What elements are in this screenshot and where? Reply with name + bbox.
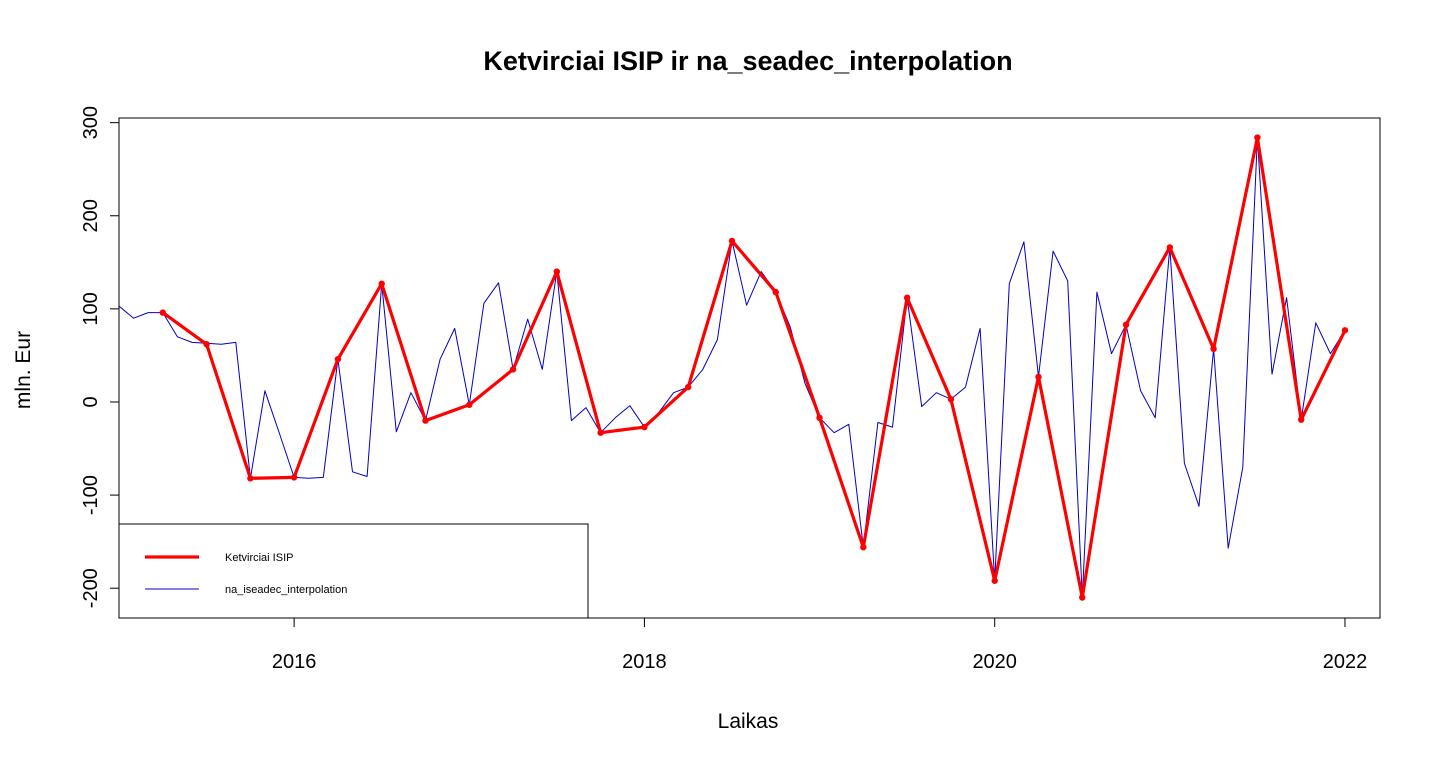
data-point (1035, 373, 1042, 381)
data-point (203, 341, 210, 348)
data-point (334, 355, 342, 363)
legend-box (118, 523, 589, 619)
data-point (466, 401, 473, 408)
y-tick-label: -200 (80, 568, 102, 608)
x-tick-label: 2016 (272, 651, 317, 673)
data-point (903, 294, 911, 301)
data-point (378, 280, 385, 287)
data-point (290, 474, 298, 481)
data-point (772, 288, 779, 296)
legend-label-0: Ketvirciai ISIP (225, 552, 293, 564)
chart-title: Ketvirciai ISIP ir na_seadec_interpolati… (483, 46, 1012, 76)
data-point (247, 475, 254, 482)
data-point (1297, 416, 1305, 423)
x-axis-label: Laikas (718, 710, 779, 733)
plot-area (118, 134, 1349, 601)
y-tick-label: 200 (80, 199, 102, 232)
data-point (816, 414, 823, 422)
data-point (1166, 244, 1174, 251)
data-point (728, 237, 736, 245)
y-tick-label: 100 (80, 292, 102, 325)
data-point (597, 429, 604, 436)
x-tick-label: 2022 (1323, 651, 1368, 673)
data-point (685, 383, 692, 391)
data-point (422, 417, 429, 424)
y-tick-label: 0 (80, 396, 102, 407)
data-point (553, 268, 561, 275)
data-point (991, 577, 998, 584)
data-point (641, 423, 648, 431)
data-point (1341, 327, 1349, 334)
data-point (1210, 345, 1217, 353)
data-point (1122, 321, 1130, 328)
x-tick-label: 2018 (622, 651, 667, 673)
axes: 2016 2018 2020 2022 -200 -100 0 100 200 300 (80, 106, 1381, 673)
legend: Ketvirciai ISIP na_iseadec_interpolation (118, 523, 589, 619)
x-tick-label: 2020 (972, 651, 1017, 673)
data-point (159, 309, 166, 316)
y-tick-label: -100 (80, 475, 102, 515)
data-point (947, 395, 955, 403)
data-point (1079, 594, 1086, 601)
series-line-0 (161, 136, 1347, 600)
y-axis-label: mln. Eur (12, 331, 35, 409)
data-point (860, 544, 867, 551)
legend-label-1: na_iseadec_interpolation (225, 584, 347, 596)
y-tick-label: 300 (80, 106, 102, 139)
data-point (1254, 134, 1261, 141)
plot-frame (118, 117, 1381, 619)
data-point (509, 366, 517, 373)
